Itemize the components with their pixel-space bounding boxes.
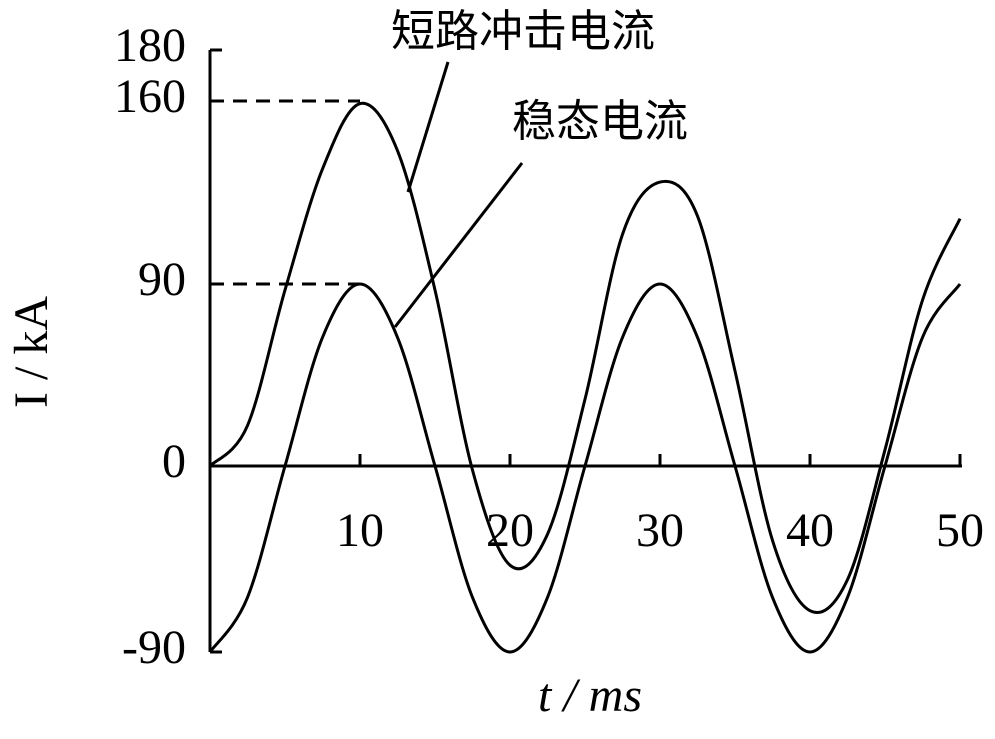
x-tick-label: 20 [486, 504, 534, 557]
y-tick-label: 180 [114, 19, 186, 72]
x-tick-label: 10 [336, 504, 384, 557]
x-axis-label: t / ms [538, 669, 642, 722]
series-line [208, 282, 962, 654]
x-tick-label: 50 [936, 504, 984, 557]
annotation: 短路冲击电流 [391, 6, 655, 57]
x-tick-label: 40 [786, 504, 834, 557]
y-tick-label: 160 [114, 70, 186, 123]
leader-line [393, 162, 524, 328]
annotation: 稳态电流 [512, 96, 688, 147]
x-tick-label: 30 [636, 504, 684, 557]
series-line [208, 101, 962, 614]
y-tick-label: 90 [138, 253, 186, 306]
y-axis-label: I / kA [5, 296, 58, 408]
y-tick-label: 0 [162, 435, 186, 488]
y-tick-label: -90 [122, 621, 186, 674]
leader-line [406, 61, 450, 193]
